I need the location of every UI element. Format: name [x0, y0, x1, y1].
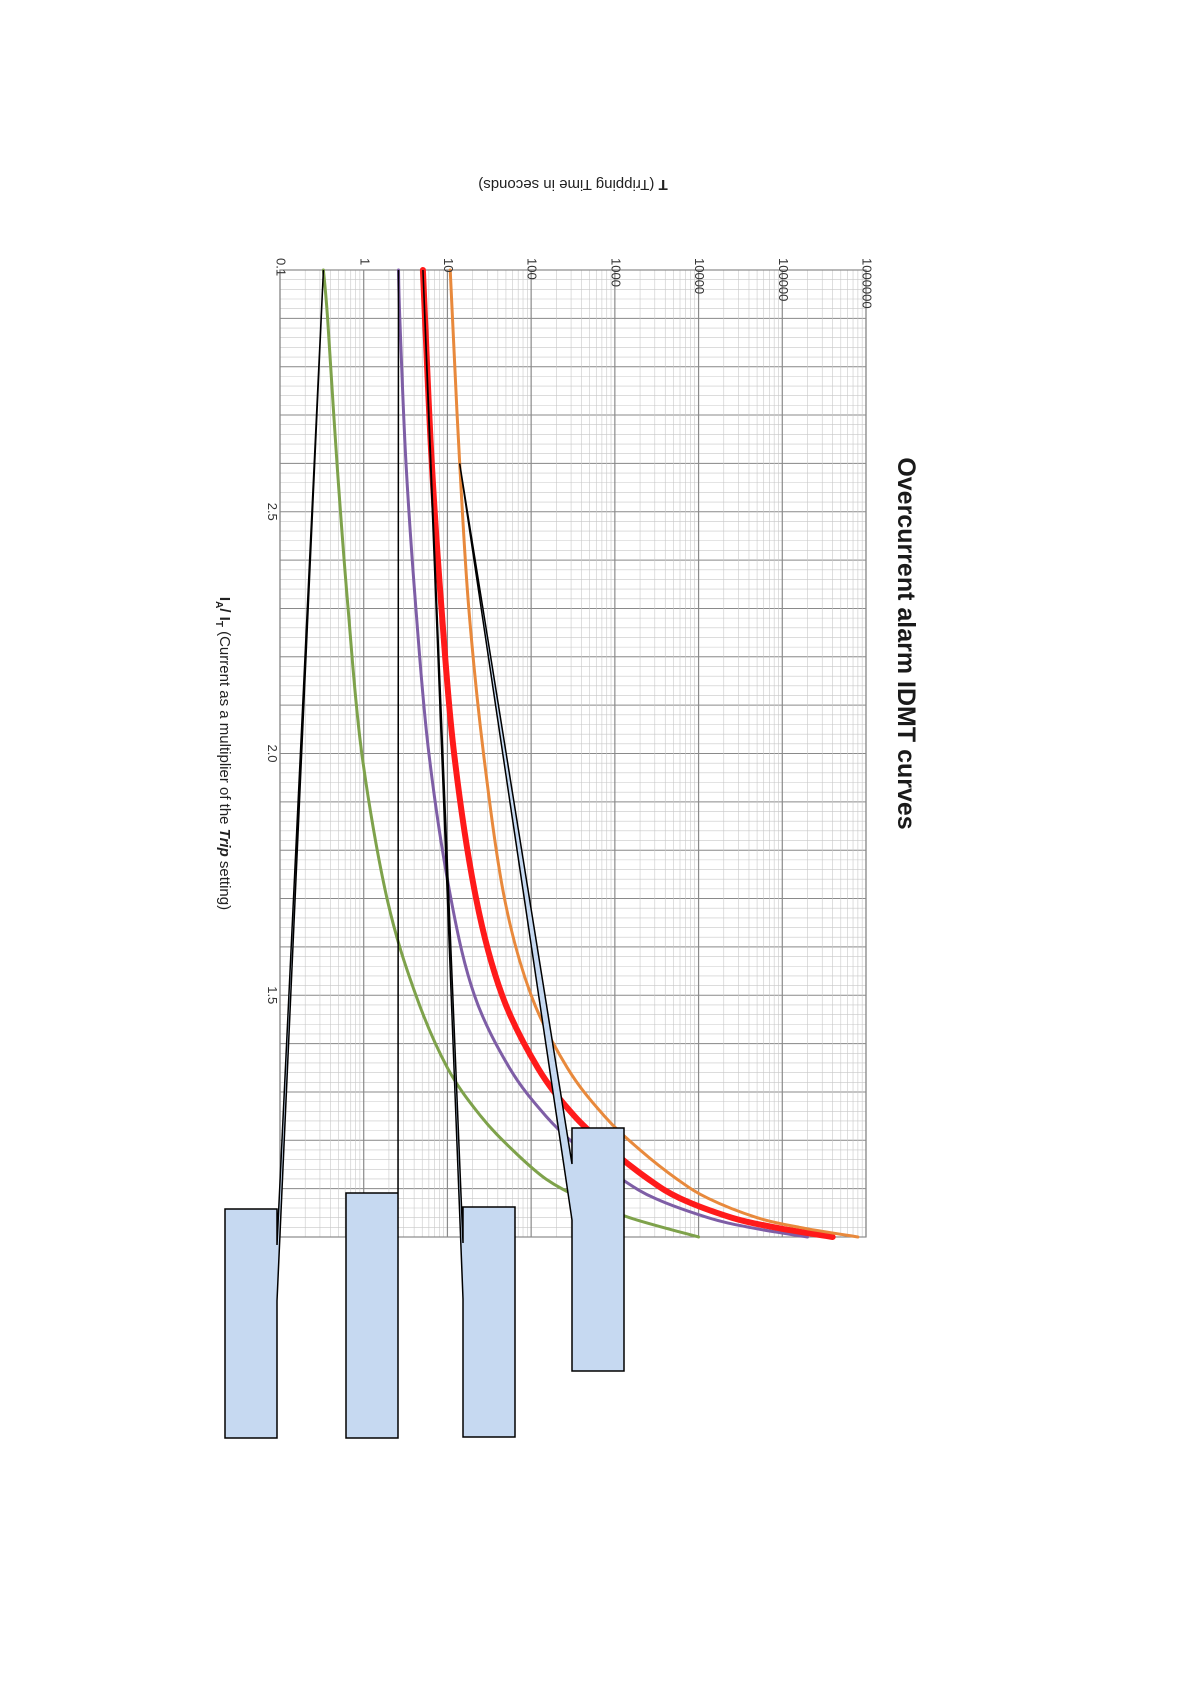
y-axis-text: (Tripping Time in seconds): [478, 176, 658, 193]
x-axis-separator-sub: T: [213, 621, 224, 627]
series-line-4: [448, 268, 860, 1239]
series-lines: [321, 267, 860, 1240]
callout-overlay: [224, 269, 625, 1439]
series-line-3: [419, 267, 836, 1240]
grid: [279, 269, 867, 1238]
x-axis-symbol: I: [216, 597, 233, 601]
x-axis-separator: / I: [216, 608, 233, 621]
y-tick-label: 100000: [776, 258, 791, 301]
y-tick-label: 10: [441, 258, 456, 272]
callout-box-1: [224, 269, 325, 1439]
y-tick-label: 1000: [608, 258, 623, 287]
y-tick-label: 1000000: [860, 258, 875, 309]
y-tick-label: 100: [525, 258, 540, 280]
callout-box-2: [345, 269, 400, 1439]
x-axis-text-emphasis: Trip: [216, 829, 233, 857]
x-axis-text-before: (Current as a multiplier of the: [216, 627, 233, 829]
series-line-2: [397, 268, 809, 1239]
y-tick-label: 1: [357, 258, 372, 265]
y-tick-label: 10000: [692, 258, 707, 294]
y-axis-title: T (Tripping Time in seconds): [478, 176, 668, 193]
series-line-1: [321, 268, 701, 1239]
x-axis-title: IA/ IT (Current as a multiplier of the T…: [213, 597, 233, 910]
x-axis-symbol-sub: A: [213, 601, 224, 608]
x-tick-label: 1.5: [265, 986, 280, 1004]
y-axis-symbol: T: [659, 176, 668, 193]
x-tick-label: 2.5: [265, 503, 280, 521]
x-tick-labels: 1.01.52.02.5: [265, 503, 280, 1246]
y-tick-labels: 0.1 1 10 100 1000 10000 100000 1000000: [274, 258, 875, 309]
x-axis-text-after: setting): [216, 857, 233, 910]
x-tick-label: 2.0: [265, 744, 280, 762]
callout-box-3: [422, 269, 516, 1438]
y-tick-label: 0.1: [274, 258, 289, 276]
callout-box-4: [458, 463, 625, 1372]
chart-title: Overcurrent alarm IDMT curves: [892, 457, 920, 829]
